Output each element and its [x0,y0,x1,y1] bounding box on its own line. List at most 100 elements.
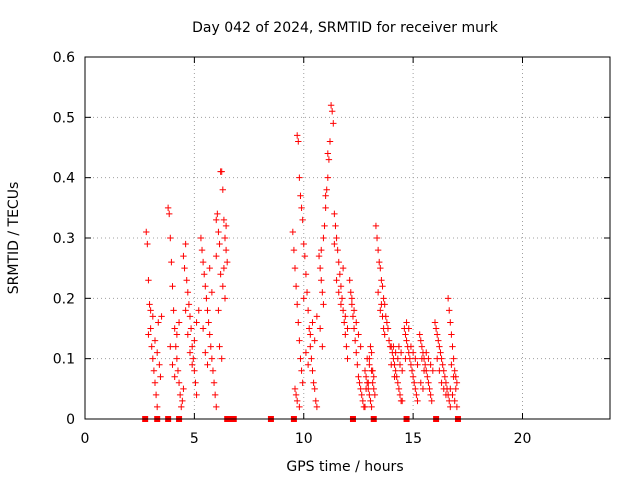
data-point [426,385,433,393]
data-point [453,403,461,411]
data-point [322,204,329,212]
data-point [155,319,162,326]
data-point [333,277,340,284]
data-point [302,349,310,356]
data-point [202,349,209,356]
data-point [207,343,214,350]
data-point [166,210,173,218]
data-point [220,216,228,224]
data-point [433,331,441,338]
data-point [447,385,454,393]
data-point [398,367,406,374]
y-tick-label: 0.3 [53,231,75,247]
data-point [356,379,363,386]
data-point [444,295,452,302]
data-point [151,379,159,386]
data-point [418,355,426,362]
data-point [335,258,342,266]
data-point [293,397,301,405]
data-point [150,367,158,374]
data-point [339,307,347,314]
data-point [320,234,327,242]
data-point [446,397,453,405]
data-point [201,271,208,278]
data-point [315,252,323,260]
data-point [424,373,431,380]
data-point [211,391,219,399]
data-point [184,331,192,338]
data-point [431,319,439,326]
data-point [184,289,192,296]
data-point [217,271,224,278]
data-point [205,319,212,326]
y-tick-label: 0 [66,412,75,428]
data-point [307,331,314,338]
data-point [156,361,163,368]
data-point [147,325,154,332]
data-point [213,403,220,411]
data-point [198,246,206,254]
data-point [172,343,179,350]
data-point [223,258,231,266]
data-point [216,240,223,248]
data-point [405,325,412,332]
data-point [296,403,303,411]
data-point [321,222,328,230]
data-point [403,319,410,326]
data-point [353,319,360,326]
data-point [408,367,416,374]
data-point [370,385,377,393]
data-point [167,343,174,350]
data-point [395,385,403,393]
y-tick-label: 0.1 [53,352,75,368]
data-point [336,271,344,278]
data-point [412,385,419,393]
data-point [299,379,306,386]
data-point [291,264,299,272]
data-point [169,361,176,368]
y-tick-label: 0.2 [53,291,75,307]
data-point [395,343,403,350]
data-point [416,331,423,338]
data-point [370,373,377,380]
data-point [392,349,399,356]
data-point [397,349,405,356]
data-point [366,391,373,399]
data-point [191,337,198,344]
data-point [380,295,387,302]
chart-title: Day 042 of 2024, SRMTID for receiver mur… [192,20,499,36]
data-point [215,307,222,314]
data-point [436,343,443,350]
data-point [175,319,183,326]
data-point [292,283,300,290]
data-point [411,379,418,386]
data-point [145,277,152,284]
data-point [359,397,367,405]
data-point [354,361,361,368]
data-point [348,295,356,302]
x-axis-label: GPS time / hours [286,459,403,475]
data-point [182,307,189,314]
data-point [344,325,351,332]
data-point [429,367,437,374]
data-point [391,373,398,380]
data-point [320,301,327,308]
data-point [186,349,194,356]
data-point [208,289,216,296]
data-point [295,319,302,326]
data-point [289,228,297,236]
data-point [372,222,380,230]
data-point [412,355,419,362]
data-point [197,234,205,242]
x-tick-label: 10 [295,431,313,447]
data-point [355,373,362,380]
data-point [220,264,228,272]
data-point [176,391,184,399]
data-point [323,186,330,193]
data-point [338,295,346,302]
data-point [213,252,220,260]
data-point [449,343,456,350]
data-point [371,391,379,399]
data-point [418,343,426,350]
